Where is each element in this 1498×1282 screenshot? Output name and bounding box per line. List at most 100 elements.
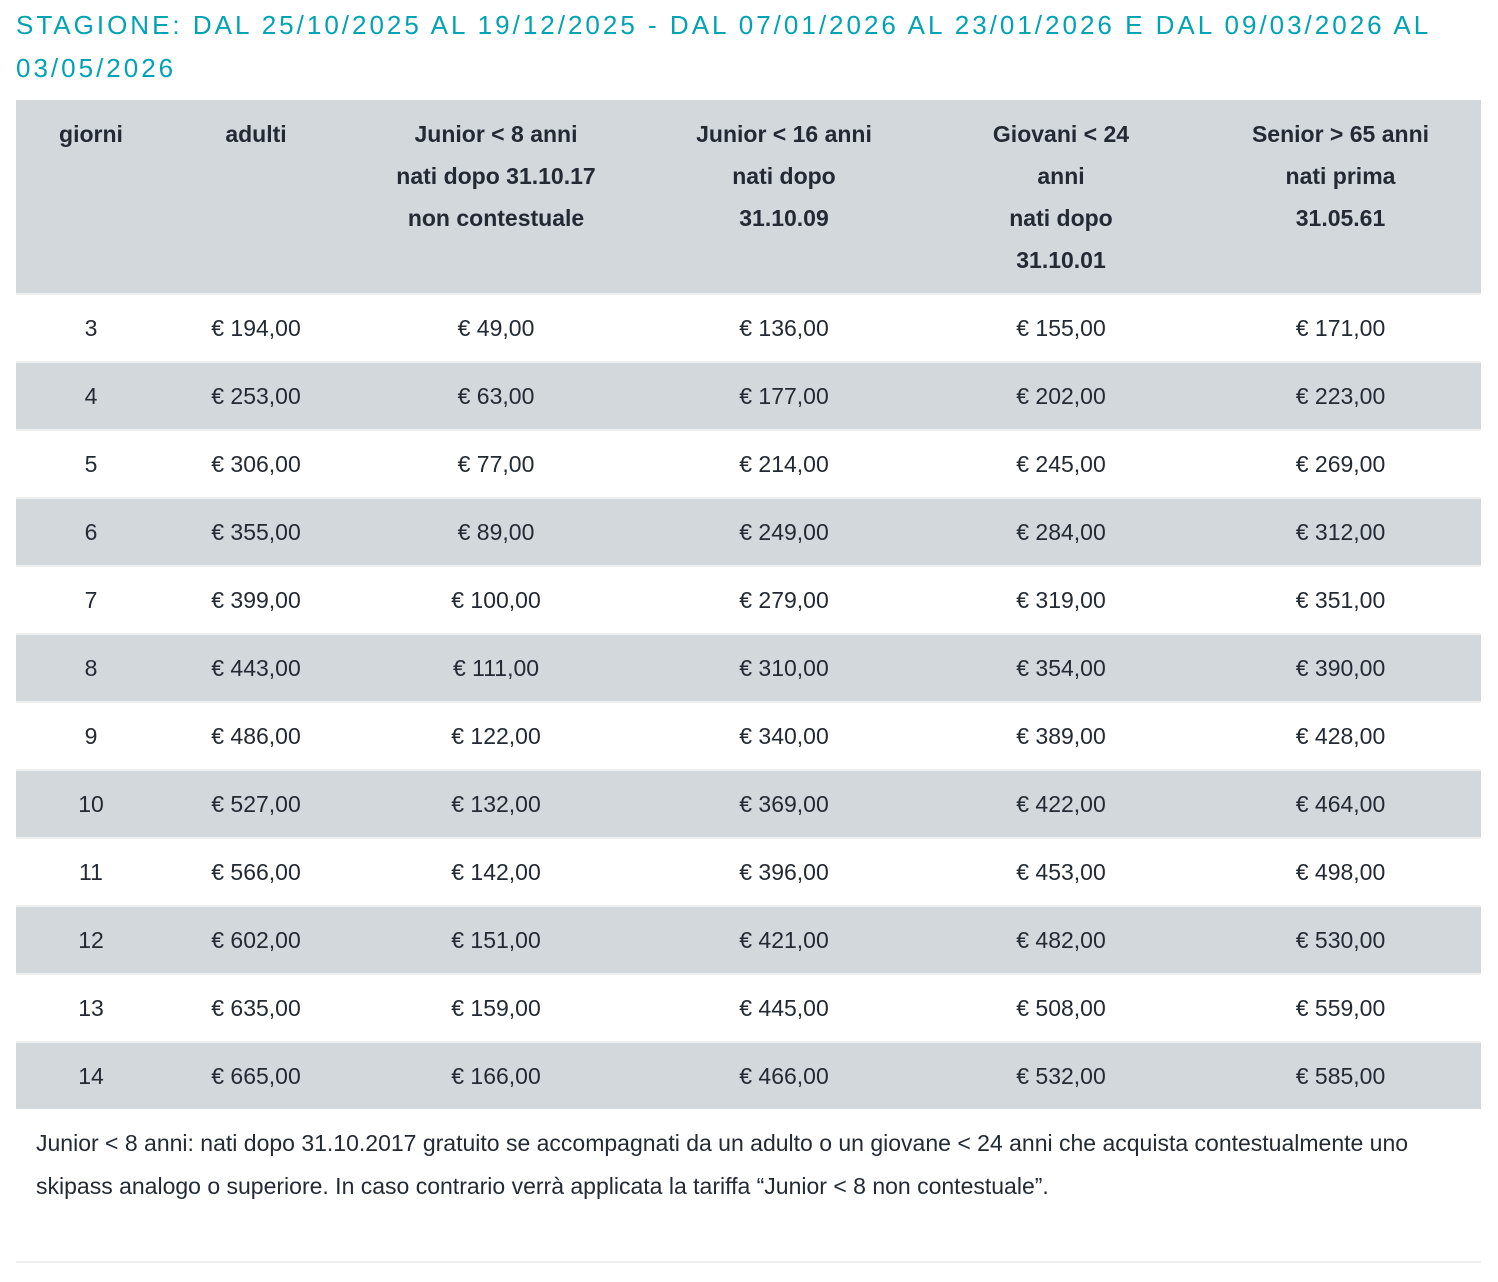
table-row: 8 € 443,00 € 111,00 € 310,00 € 354,00 € 390,0… [16,633,1481,702]
cell-giorni: 6 [16,497,166,566]
cell-giorni: 14 [16,1041,166,1109]
cell-giovani-24: € 354,00 [922,633,1200,702]
cell-adulti: € 566,00 [166,837,346,906]
table-row: 14 € 665,00 € 166,00 € 466,00 € 532,00 € 585,… [16,1041,1481,1109]
cell-junior-8: € 111,00 [346,633,646,702]
table-row: 5 € 306,00 € 77,00 € 214,00 € 245,00 € 269,00 [16,429,1481,498]
cell-adulti: € 665,00 [166,1041,346,1109]
column-header-junior-8: Junior < 8 anni nati dopo 31.10.17 non con… [346,100,646,294]
column-header-senior-65: Senior > 65 anni nati prima 31.05.61 [1200,100,1481,294]
cell-adulti: € 486,00 [166,701,346,770]
cell-giorni: 13 [16,973,166,1042]
cell-giorni: 4 [16,361,166,430]
cell-giovani-24: € 245,00 [922,429,1200,498]
cell-giorni: 5 [16,429,166,498]
column-header-giovani-24: Giovani < 24 anni nati dopo 31.10.01 [922,100,1200,294]
cell-junior-16: € 279,00 [646,565,922,634]
cell-adulti: € 635,00 [166,973,346,1042]
cell-adulti: € 194,00 [166,293,346,362]
cell-junior-8: € 142,00 [346,837,646,906]
cell-junior-16: € 466,00 [646,1041,922,1109]
table-header-row: giorni adulti Junior < 8 anni nati dopo 31.… [16,100,1481,294]
cell-giorni: 10 [16,769,166,838]
cell-junior-8: € 122,00 [346,701,646,770]
cell-adulti: € 527,00 [166,769,346,838]
table-row: 4 € 253,00 € 63,00 € 177,00 € 202,00 € 223,00 [16,361,1481,430]
cell-giovani-24: € 508,00 [922,973,1200,1042]
cell-senior-65: € 530,00 [1200,905,1481,974]
cell-junior-8: € 77,00 [346,429,646,498]
cell-junior-8: € 132,00 [346,769,646,838]
table-row: 9 € 486,00 € 122,00 € 340,00 € 389,00 € 428,0… [16,701,1481,770]
cell-senior-65: € 464,00 [1200,769,1481,838]
cell-junior-16: € 369,00 [646,769,922,838]
cell-junior-16: € 421,00 [646,905,922,974]
cell-senior-65: € 269,00 [1200,429,1481,498]
cell-junior-8: € 166,00 [346,1041,646,1109]
cell-senior-65: € 498,00 [1200,837,1481,906]
cell-senior-65: € 223,00 [1200,361,1481,430]
cell-senior-65: € 312,00 [1200,497,1481,566]
table-row: 11 € 566,00 € 142,00 € 396,00 € 453,00 € 498,… [16,837,1481,906]
cell-adulti: € 306,00 [166,429,346,498]
table-row: 3 € 194,00 € 49,00 € 136,00 € 155,00 € 171,00 [16,293,1481,362]
cell-giovani-24: € 453,00 [922,837,1200,906]
table-row: 12 € 602,00 € 151,00 € 421,00 € 482,00 € 530,… [16,905,1481,974]
cell-giorni: 11 [16,837,166,906]
header-line: Giovani < 24 [992,121,1130,147]
header-line: Junior < 8 anni [414,121,578,147]
header-line: adulti [225,121,287,147]
header-line: nati dopo 31.10.17 [396,163,596,189]
cell-adulti: € 602,00 [166,905,346,974]
cell-senior-65: € 585,00 [1200,1041,1481,1109]
cell-giorni: 8 [16,633,166,702]
cell-adulti: € 443,00 [166,633,346,702]
cell-junior-8: € 63,00 [346,361,646,430]
season-title: Stagione: dal 25/10/2025 al 19/12/2025 -… [16,10,1431,83]
cell-giovani-24: € 532,00 [922,1041,1200,1109]
cell-senior-65: € 428,00 [1200,701,1481,770]
footnote: Junior < 8 anni: nati dopo 31.10.2017 gr… [36,1130,1409,1199]
table-row: 10 € 527,00 € 132,00 € 369,00 € 422,00 € 464,… [16,769,1481,838]
header-line: non contestuale [407,205,585,231]
header-line: Junior < 16 anni [696,121,872,147]
cell-giorni: 3 [16,293,166,362]
table-row: 13 € 635,00 € 159,00 € 445,00 € 508,00 € 559,… [16,973,1481,1042]
cell-junior-16: € 310,00 [646,633,922,702]
table-row: 6 € 355,00 € 89,00 € 249,00 € 284,00 € 312,00 [16,497,1481,566]
cell-giovani-24: € 422,00 [922,769,1200,838]
header-line: Senior > 65 anni [1251,121,1430,147]
header-line: nati dopo [732,163,836,189]
cell-junior-16: € 136,00 [646,293,922,362]
header-line: nati prima [1285,163,1396,189]
table-body: 3 € 194,00 € 49,00 € 136,00 € 155,00 € 171,00… [16,293,1481,1109]
cell-senior-65: € 351,00 [1200,565,1481,634]
cell-giorni: 9 [16,701,166,770]
cell-giovani-24: € 482,00 [922,905,1200,974]
column-header-junior-16: Junior < 16 anni nati dopo 31.10.09 [646,100,922,294]
cell-giovani-24: € 202,00 [922,361,1200,430]
cell-junior-8: € 49,00 [346,293,646,362]
table-row: 7 € 399,00 € 100,00 € 279,00 € 319,00 € 351,0… [16,565,1481,634]
cell-junior-16: € 340,00 [646,701,922,770]
cell-giorni: 12 [16,905,166,974]
cell-adulti: € 399,00 [166,565,346,634]
divider [16,1261,1481,1263]
price-table: giorni adulti Junior < 8 anni nati dopo 31.… [16,100,1481,1109]
header-line: nati dopo [1009,205,1113,231]
cell-senior-65: € 559,00 [1200,973,1481,1042]
header-line: 31.10.01 [1016,247,1106,273]
cell-junior-8: € 100,00 [346,565,646,634]
cell-junior-16: € 214,00 [646,429,922,498]
cell-junior-16: € 249,00 [646,497,922,566]
cell-junior-8: € 89,00 [346,497,646,566]
cell-junior-16: € 396,00 [646,837,922,906]
cell-junior-16: € 445,00 [646,973,922,1042]
column-header-giorni: giorni [16,100,166,294]
header-line: giorni [59,121,123,147]
cell-giovani-24: € 284,00 [922,497,1200,566]
cell-giovani-24: € 155,00 [922,293,1200,362]
cell-senior-65: € 171,00 [1200,293,1481,362]
cell-giovani-24: € 319,00 [922,565,1200,634]
column-header-adulti: adulti [166,100,346,294]
